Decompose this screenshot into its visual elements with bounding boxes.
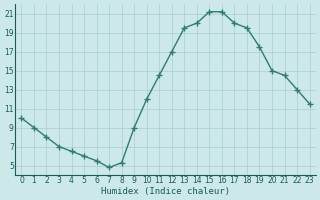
X-axis label: Humidex (Indice chaleur): Humidex (Indice chaleur) — [101, 187, 230, 196]
